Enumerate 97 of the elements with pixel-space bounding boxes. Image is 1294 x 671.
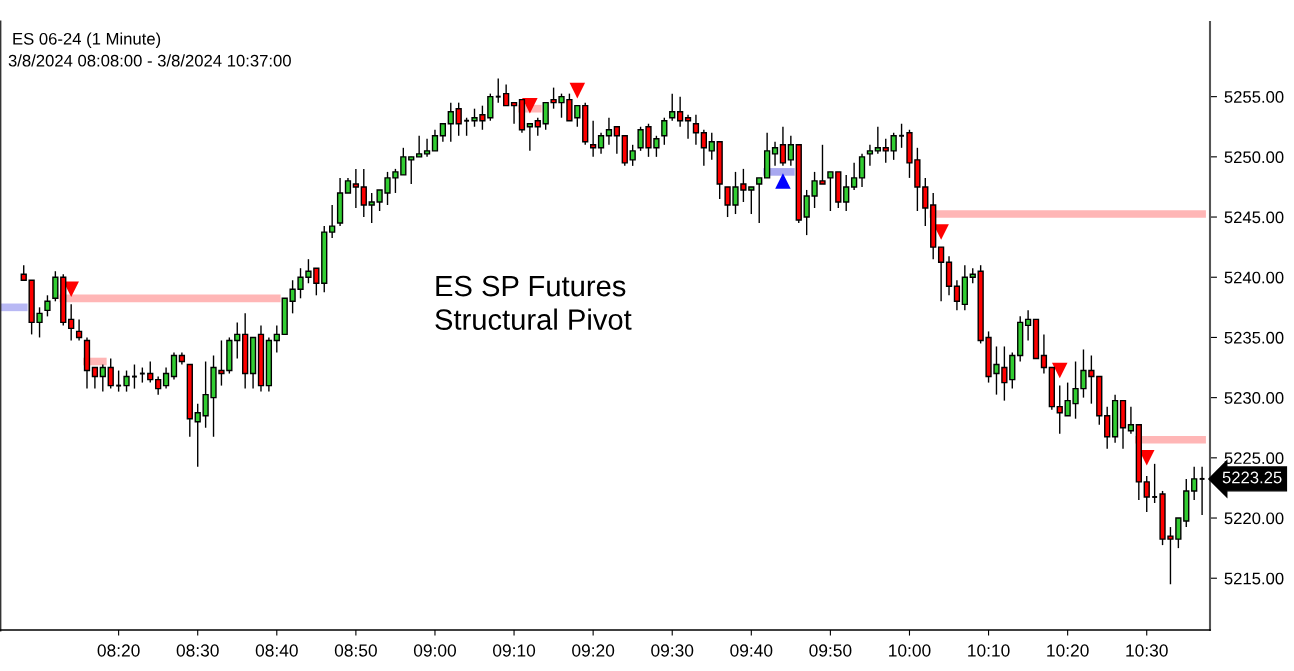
candlestick [431, 129, 439, 152]
candlestick [771, 141, 779, 167]
candlestick [661, 117, 668, 146]
candlestick [75, 318, 83, 342]
candlestick [1024, 309, 1032, 342]
candlestick [882, 138, 889, 164]
candlestick [787, 135, 794, 167]
candlestick [455, 101, 462, 137]
point [775, 173, 791, 189]
candlestick [589, 120, 597, 158]
candlestick [360, 168, 367, 218]
x-tick-label: 10:30 [1126, 644, 1168, 657]
candlestick [534, 117, 541, 137]
candlestick [692, 114, 700, 146]
point [522, 97, 538, 114]
candlestick [1040, 333, 1048, 375]
text: 3/8/2024 08:08:00 - 3/8/2024 10:37:00 [8, 54, 291, 67]
candlestick [502, 83, 510, 107]
point [569, 82, 586, 99]
candlestick [669, 92, 676, 122]
candlestick [866, 144, 874, 167]
candlestick [1151, 463, 1159, 504]
candlestick [708, 132, 715, 161]
x-tick-label: 10:00 [889, 644, 931, 657]
candlestick [170, 351, 178, 381]
x-tick-label: 08:50 [334, 644, 377, 657]
candlestick [155, 375, 162, 396]
candlestick [352, 168, 360, 209]
y-tick-label: 5220.00 [1224, 512, 1284, 525]
candlestick [756, 177, 763, 224]
candlestick [107, 357, 114, 390]
candlestick [416, 135, 423, 158]
candlestick [1104, 405, 1111, 450]
candlestick [613, 126, 621, 155]
candlestick [1056, 384, 1063, 435]
candlestick [858, 153, 866, 188]
candlestick [629, 144, 636, 167]
candlestick [700, 129, 708, 167]
x-tick-label: 09:20 [572, 644, 615, 657]
candlestick [684, 114, 692, 140]
candlestick [779, 126, 787, 167]
y-tick-label: 5215.00 [1224, 572, 1284, 585]
y-tick-label: 5255.00 [1224, 91, 1284, 103]
x-tick-label: 08:20 [97, 644, 140, 657]
candlestick [850, 162, 858, 191]
x-tick-label: 09:30 [651, 644, 694, 657]
x-tick-label: 09:50 [809, 644, 852, 657]
candlestick [1127, 405, 1135, 435]
x-tick-label: 09:00 [413, 644, 457, 657]
y-tick-label: 5235.00 [1224, 331, 1284, 344]
candlestick [676, 95, 684, 128]
y-tick-label: 5245.00 [1224, 211, 1284, 224]
candlestick [99, 363, 106, 393]
candlestick [494, 77, 502, 104]
candlestick [1191, 466, 1198, 501]
candlestick [605, 117, 613, 146]
text: 5223.25 [1222, 471, 1282, 484]
candlestick [1143, 475, 1150, 513]
y-tick-label: 5230.00 [1224, 392, 1284, 404]
candlestick [273, 324, 280, 354]
x-tick-label: 09:10 [493, 644, 536, 657]
x-tick-label: 08:30 [176, 644, 219, 657]
x-tick-label: 10:10 [968, 644, 1010, 657]
candlestick [874, 126, 881, 155]
candlestick [447, 101, 454, 143]
point [1051, 362, 1068, 379]
candlestick [131, 363, 138, 390]
candlestick [1198, 466, 1206, 516]
annotation: ES SP Futures Structural Pivot [435, 275, 632, 330]
candlestick [408, 156, 415, 185]
candlestick [123, 369, 130, 393]
x-tick-label: 08:40 [255, 644, 298, 657]
candlestick [162, 366, 170, 390]
candlestick [423, 138, 431, 158]
candlestick [843, 174, 850, 212]
candlestick [953, 279, 961, 312]
candlestick [147, 360, 154, 384]
candlestick [937, 246, 945, 303]
x-tick-label: 10:20 [1047, 644, 1089, 657]
candlestick [44, 294, 51, 318]
y-tick-label: 5225.00 [1224, 452, 1284, 465]
candlestick [890, 132, 897, 161]
candlestick [510, 101, 518, 125]
candlestick [898, 123, 905, 149]
candlestick [115, 369, 123, 393]
candlestick [91, 366, 99, 390]
candlestick [68, 303, 75, 342]
y-tick-label: 5240.00 [1224, 271, 1284, 284]
candlestick [463, 117, 471, 137]
candlestick [234, 321, 241, 360]
candlestick [526, 123, 534, 152]
text: ES 06-24 (1 Minute) [13, 32, 161, 48]
y-tick-label: 5250.00 [1224, 151, 1284, 164]
x-tick-label: 09:40 [730, 644, 773, 657]
candlestick [439, 123, 447, 143]
candlestick [597, 132, 605, 155]
candlestick [329, 204, 336, 239]
